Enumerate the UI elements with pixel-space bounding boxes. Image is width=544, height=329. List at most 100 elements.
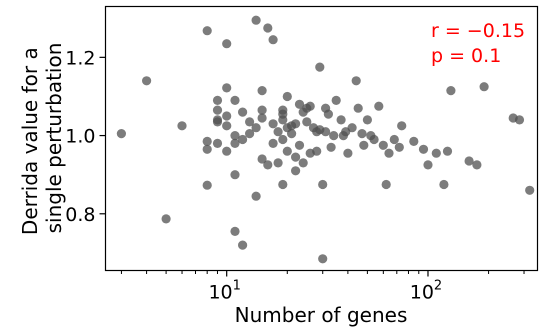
x-tick-label: 102 (410, 279, 442, 304)
data-point (245, 129, 255, 139)
data-point (298, 158, 308, 168)
data-point (230, 226, 240, 236)
data-point (397, 121, 407, 131)
data-point (347, 123, 357, 133)
data-point (336, 115, 346, 125)
data-point (464, 156, 474, 166)
data-point (212, 117, 223, 127)
data-point (230, 95, 240, 105)
data-point (287, 129, 297, 139)
p-value-annotation: p = 0.1 (431, 45, 501, 67)
data-point (439, 179, 449, 190)
data-point (369, 134, 379, 145)
data-point (318, 254, 328, 264)
y-tick-label: 0.8 (65, 204, 95, 226)
data-point (323, 109, 333, 119)
data-point (282, 146, 292, 156)
data-point (378, 140, 388, 150)
data-point (472, 160, 482, 170)
data-point (238, 134, 248, 145)
data-point (409, 136, 419, 146)
data-point (245, 117, 255, 127)
data-point (278, 179, 288, 190)
data-point (230, 170, 240, 180)
data-point (431, 148, 441, 158)
data-point (331, 95, 341, 105)
data-point (442, 146, 453, 156)
data-point (263, 160, 273, 170)
data-point (222, 83, 232, 93)
data-point (222, 111, 232, 121)
y-axis: 0.8 1.0 1.2 (65, 47, 106, 226)
data-point (525, 185, 535, 195)
x-axis-title: Number of genes (235, 303, 408, 327)
data-point (116, 129, 126, 139)
data-point (394, 142, 404, 152)
data-point (202, 144, 212, 154)
data-point (142, 76, 152, 86)
data-point (389, 134, 399, 145)
data-point (273, 127, 283, 137)
data-point (251, 123, 261, 133)
data-point (479, 82, 489, 92)
y-axis-title-line-1: Derrida value for a (18, 47, 42, 235)
data-point (177, 121, 187, 131)
data-point (418, 144, 429, 154)
data-point (238, 240, 248, 250)
data-point (257, 105, 267, 115)
data-point (315, 62, 325, 72)
data-point (273, 158, 283, 168)
data-point (251, 191, 261, 201)
data-point (291, 166, 301, 176)
data-point (222, 39, 232, 49)
data-point (230, 131, 240, 141)
data-point (268, 138, 278, 148)
data-point (353, 103, 363, 113)
data-point (222, 121, 232, 131)
data-point (282, 91, 292, 102)
data-point (278, 134, 288, 145)
data-point (343, 148, 353, 158)
data-point (312, 146, 322, 156)
data-point (263, 23, 273, 33)
data-point (446, 86, 456, 96)
y-tick-label: 1.2 (65, 47, 95, 69)
data-point (212, 105, 223, 115)
data-point (359, 140, 369, 150)
data-point (291, 119, 301, 129)
plot-frame (104, 5, 539, 272)
correlation-annotation: r = −0.15 (431, 20, 525, 42)
y-axis-title-line-2: single perturbation (42, 43, 66, 234)
data-point (423, 160, 433, 170)
data-point (302, 117, 312, 127)
data-point (257, 113, 267, 123)
data-point (278, 115, 288, 125)
data-point (291, 152, 301, 162)
y-axis-title: Derrida value for a single perturbation (18, 41, 66, 235)
points-layer (116, 15, 535, 264)
data-point (294, 99, 305, 109)
data-point (238, 107, 248, 117)
data-point (351, 76, 361, 86)
data-point (384, 148, 394, 158)
data-point (222, 146, 232, 156)
data-point (294, 140, 305, 150)
data-point (357, 129, 367, 139)
data-point (381, 179, 391, 190)
data-point (326, 142, 336, 152)
data-point (251, 15, 261, 25)
y-tick-label: 1.0 (65, 126, 95, 148)
data-point (329, 131, 339, 141)
data-point (257, 86, 267, 96)
data-point (321, 127, 331, 137)
data-point (202, 26, 212, 36)
data-point (374, 101, 384, 111)
data-point (268, 35, 278, 45)
data-point (318, 179, 328, 190)
data-point (514, 115, 525, 125)
data-point (268, 119, 278, 129)
data-point (212, 138, 223, 148)
data-point (202, 136, 212, 146)
data-point (362, 115, 372, 125)
